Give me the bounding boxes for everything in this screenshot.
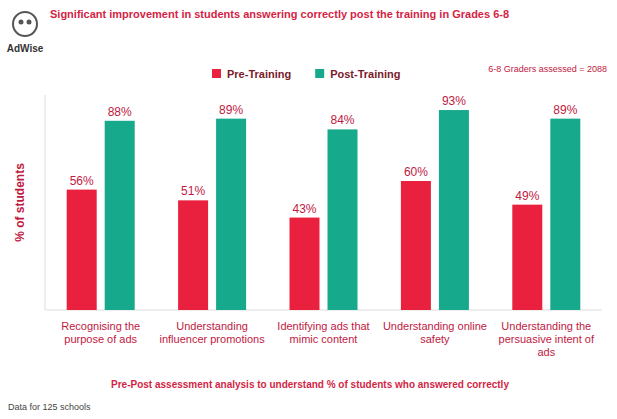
logo-icon bbox=[13, 12, 37, 36]
bar bbox=[290, 218, 320, 310]
legend-label: Post-Training bbox=[330, 68, 400, 80]
category-label-line: persuasive intent of bbox=[499, 333, 595, 345]
category-label: Recognising thepurpose of ads bbox=[61, 320, 140, 345]
title: Significant improvement in students answ… bbox=[50, 8, 509, 20]
data-label: 93% bbox=[442, 94, 466, 108]
y-axis-title: % of students bbox=[13, 163, 27, 242]
bar bbox=[67, 190, 97, 310]
category-label-line: influencer promotions bbox=[160, 333, 266, 345]
category-label: Identifying ads thatmimic content bbox=[277, 320, 369, 345]
bar bbox=[178, 200, 208, 310]
source: Data for 125 schools bbox=[8, 402, 91, 412]
legend-swatch bbox=[315, 69, 324, 78]
chart: AdWise Significant improvement in student… bbox=[0, 0, 617, 419]
category-label-line: Understanding online bbox=[383, 320, 487, 332]
data-label: 89% bbox=[219, 103, 243, 117]
category-label: Understanding thepersuasive intent ofads bbox=[499, 320, 595, 358]
data-label: 43% bbox=[292, 202, 316, 216]
data-label: 60% bbox=[404, 165, 428, 179]
category-label-line: Understanding the bbox=[501, 320, 591, 332]
category-label-line: Understanding bbox=[176, 320, 248, 332]
y-axis-line bbox=[45, 95, 46, 310]
bar bbox=[105, 121, 135, 310]
data-label: 56% bbox=[70, 174, 94, 188]
bar bbox=[439, 110, 469, 310]
logo: AdWise bbox=[7, 43, 44, 54]
bar bbox=[550, 119, 580, 310]
bar bbox=[401, 181, 431, 310]
legend-item: Pre-Training bbox=[212, 68, 291, 80]
category-label-line: Recognising the bbox=[61, 320, 140, 332]
category-label: Understanding onlinesafety bbox=[383, 320, 487, 345]
category-label-line: purpose of ads bbox=[64, 333, 137, 345]
data-label: 89% bbox=[553, 103, 577, 117]
category-label-line: safety bbox=[420, 333, 450, 345]
legend-swatch bbox=[212, 69, 221, 78]
bar bbox=[216, 119, 246, 310]
legend-label: Pre-Training bbox=[227, 68, 291, 80]
category-label-line: mimic content bbox=[290, 333, 358, 345]
category-label: Understandinginfluencer promotions bbox=[160, 320, 266, 345]
bars bbox=[67, 110, 581, 310]
category-label-line: ads bbox=[537, 346, 555, 358]
bar bbox=[512, 205, 542, 310]
category-label-line: Identifying ads that bbox=[277, 320, 369, 332]
background bbox=[0, 0, 617, 419]
caption: Pre-Post assessment analysis to understa… bbox=[111, 379, 509, 390]
data-label: 51% bbox=[181, 184, 205, 198]
legend-item: Post-Training bbox=[315, 68, 400, 80]
logo-icon bbox=[19, 20, 24, 25]
data-label: 84% bbox=[330, 113, 354, 127]
data-label: 49% bbox=[515, 189, 539, 203]
bar bbox=[328, 129, 358, 310]
data-label: 88% bbox=[108, 105, 132, 119]
note: 6-8 Graders assessed = 2088 bbox=[488, 64, 607, 74]
data-labels: 56% 51% 43% 60% 49% 88% 89% 84% 93% 89% bbox=[70, 94, 578, 216]
logo-icon bbox=[27, 20, 32, 25]
